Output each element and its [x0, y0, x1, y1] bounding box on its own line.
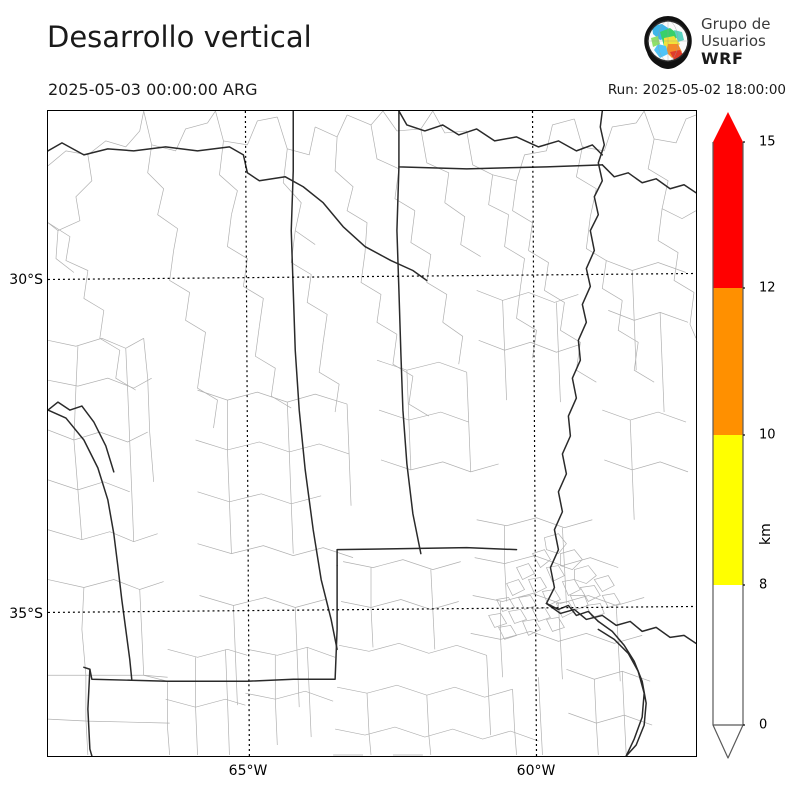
lon-tick-label-60W: 60°W	[516, 763, 556, 779]
lon-tick-label-65W: 65°W	[228, 763, 268, 779]
graticule-lines	[48, 111, 696, 756]
colorbar-under-arrow	[712, 724, 744, 759]
colorbar-ticks	[743, 141, 745, 726]
valid-time-label: 2025-05-03 00:00:00 ARG	[48, 80, 258, 99]
colorbar-tick-0: 0	[759, 717, 768, 733]
map-canvas[interactable]	[47, 110, 697, 757]
logo-text: Grupo de Usuarios WRF	[701, 15, 771, 68]
lat-tick-label-30S: 30°S	[9, 272, 43, 288]
page-title: Desarrollo vertical	[47, 20, 312, 54]
run-time-label: Run: 2025-05-02 18:00:00	[607, 82, 786, 98]
colorbar-axis-label: km	[758, 523, 774, 545]
department-borders	[48, 111, 696, 756]
colorbar[interactable]: 15 12 10 8 0 km	[711, 110, 776, 760]
colorbar-tick-8: 8	[759, 577, 768, 593]
map-vector-layers	[48, 111, 696, 756]
logo-block: Grupo de Usuarios WRF	[638, 14, 788, 76]
colorbar-band-yellow	[713, 435, 743, 585]
province-borders	[48, 111, 696, 756]
logo-line-1: Grupo de	[701, 15, 771, 33]
colorbar-tick-15: 15	[759, 134, 776, 150]
logo-line-3: WRF	[701, 49, 744, 68]
graticule-lon-65W	[244, 111, 250, 756]
colorbar-gradient	[712, 112, 745, 759]
wrf-globe-logo-icon	[644, 16, 692, 69]
graticule-lon-60W	[531, 111, 538, 756]
graticule-lat-35S	[48, 605, 696, 614]
colorbar-over-arrow	[713, 112, 743, 142]
colorbar-band-orange	[713, 288, 743, 435]
logo-line-2: Usuarios	[701, 32, 766, 50]
colorbar-band-white	[713, 585, 743, 725]
colorbar-tick-10: 10	[759, 427, 776, 443]
lat-tick-label-35S: 35°S	[9, 606, 43, 622]
graticule-lat-30S	[48, 272, 696, 281]
colorbar-tick-12: 12	[759, 280, 776, 296]
colorbar-band-red	[713, 142, 743, 288]
